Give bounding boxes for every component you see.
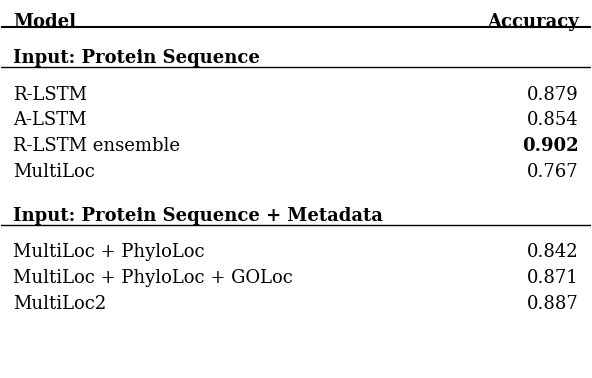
Text: 0.902: 0.902 [522, 137, 579, 155]
Text: MultiLoc2: MultiLoc2 [13, 295, 107, 313]
Text: MultiLoc: MultiLoc [13, 163, 95, 181]
Text: R-LSTM ensemble: R-LSTM ensemble [13, 137, 180, 155]
Text: Input: Protein Sequence: Input: Protein Sequence [13, 49, 260, 67]
Text: 0.842: 0.842 [527, 243, 579, 262]
Text: MultiLoc + PhyloLoc: MultiLoc + PhyloLoc [13, 243, 205, 262]
Text: Model: Model [13, 13, 76, 31]
Text: A-LSTM: A-LSTM [13, 112, 86, 129]
Text: 0.767: 0.767 [527, 163, 579, 181]
Text: Accuracy: Accuracy [487, 13, 579, 31]
Text: R-LSTM: R-LSTM [13, 85, 87, 104]
Text: MultiLoc + PhyloLoc + GOLoc: MultiLoc + PhyloLoc + GOLoc [13, 269, 293, 287]
Text: 0.887: 0.887 [527, 295, 579, 313]
Text: 0.871: 0.871 [527, 269, 579, 287]
Text: 0.879: 0.879 [527, 85, 579, 104]
Text: Input: Protein Sequence + Metadata: Input: Protein Sequence + Metadata [13, 207, 383, 225]
Text: 0.854: 0.854 [527, 112, 579, 129]
